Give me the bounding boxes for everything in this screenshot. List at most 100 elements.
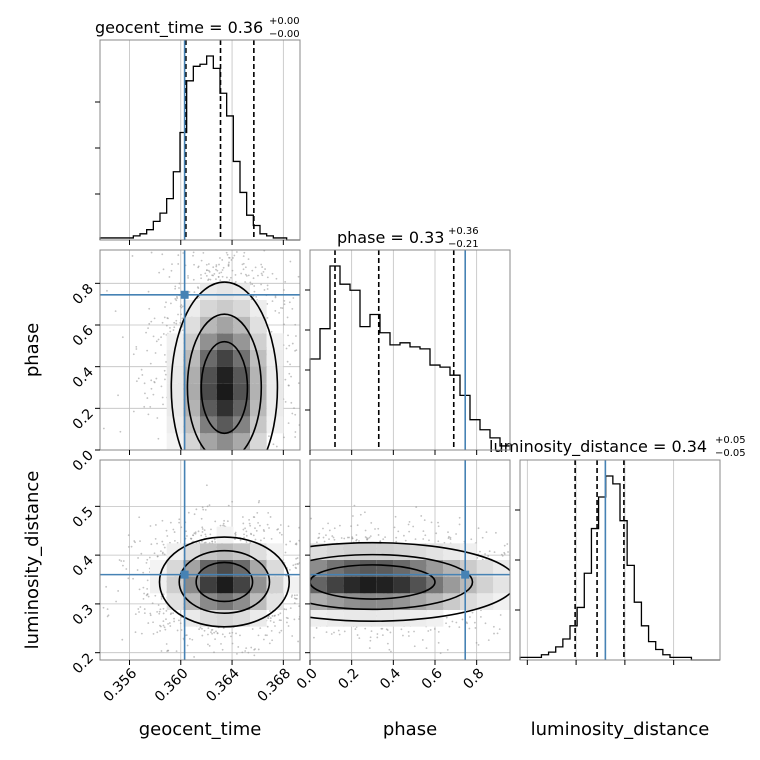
2d-geocent-time-phase-point [185,244,187,246]
2d-geocent-time-luminosity-distance-point [186,644,189,647]
2d-geocent-time-luminosity-distance-point [284,551,287,554]
hist-luminosity-distance-step [519,475,720,661]
2d-geocent-time-luminosity-distance-point [278,619,281,622]
2d-geocent-time-phase-point [291,342,294,345]
2d-geocent-time-luminosity-distance-point [235,632,237,635]
2d-phase-luminosity-distance-point [384,536,387,539]
2d-phase-luminosity-distance-point [381,627,384,630]
2d-phase-luminosity-distance-density-cell [393,576,410,594]
2d-geocent-time-luminosity-distance-density-cell [283,576,300,594]
2d-phase-luminosity-distance-point [358,637,361,640]
2d-geocent-time-luminosity-distance-ytick-label: 0.2 [70,650,97,677]
2d-phase-luminosity-distance-point [425,647,428,650]
2d-geocent-time-luminosity-distance-point [187,511,190,514]
2d-geocent-time-luminosity-distance-point [283,608,286,611]
2d-geocent-time-phase-point [205,263,208,266]
2d-geocent-time-luminosity-distance-point [289,607,292,610]
2d-geocent-time-phase-density-cell [250,300,267,317]
2d-phase-luminosity-distance-density-cell [360,543,377,560]
2d-geocent-time-luminosity-distance-point [201,634,204,637]
2d-geocent-time-luminosity-distance-point [293,618,296,621]
2d-geocent-time-phase-point [207,279,209,282]
2d-geocent-time-phase-density-cell [183,350,200,367]
2d-phase-luminosity-distance-point [369,639,372,642]
2d-geocent-time-phase-point [195,206,197,208]
2d-geocent-time-phase-point [178,287,180,289]
2d-phase-luminosity-distance-point [501,554,504,557]
2d-phase-luminosity-distance-point [424,534,427,537]
2d-phase-luminosity-distance-point [521,617,523,619]
2d-geocent-time-phase-point [143,382,146,385]
2d-geocent-time-luminosity-distance-point [296,557,299,559]
2d-geocent-time-phase-point [155,377,158,380]
2d-geocent-time-phase-point [225,244,227,246]
2d-geocent-time-phase-point [286,360,289,363]
2d-geocent-time-luminosity-distance-point [306,561,308,563]
2d-geocent-time-luminosity-distance-point [254,527,256,530]
2d-geocent-time-luminosity-distance-point [137,608,140,610]
2d-geocent-time-luminosity-distance-point [228,632,231,635]
2d-geocent-time-phase-point [337,379,339,381]
2d-geocent-time-phase-point [260,272,263,275]
2d-phase-luminosity-distance-density-cell [343,576,360,594]
2d-geocent-time-phase-point [167,317,169,320]
2d-geocent-time-luminosity-distance-point [106,615,109,618]
2d-phase-luminosity-distance-point [544,578,546,580]
2d-phase-luminosity-distance-point [447,531,449,534]
2d-geocent-time-phase-point [153,380,156,383]
2d-phase-luminosity-distance-point [449,538,452,541]
2d-phase-luminosity-distance-point [524,583,526,585]
2d-phase-luminosity-distance-density-cell [393,543,410,560]
2d-geocent-time-luminosity-distance-point [170,612,173,615]
2d-geocent-time-phase-density-cell [200,416,217,434]
2d-geocent-time-luminosity-distance-point [160,597,163,600]
2d-phase-luminosity-distance-density-cell [443,543,460,560]
2d-geocent-time-luminosity-distance-point [266,634,268,637]
2d-geocent-time-luminosity-distance-point [266,523,269,526]
2d-phase-luminosity-distance-point [382,538,385,541]
2d-geocent-time-phase-point [271,300,274,303]
2d-geocent-time-phase-density-cell [233,316,250,334]
2d-geocent-time-luminosity-distance-point [254,538,257,541]
2d-geocent-time-phase-point [259,245,261,247]
2d-geocent-time-luminosity-distance-density-cell [233,543,250,560]
2d-geocent-time-luminosity-distance-point [256,511,259,514]
2d-geocent-time-luminosity-distance-point [192,534,195,537]
2d-phase-luminosity-distance-point [458,516,461,519]
hist-luminosity-distance-grid [526,460,675,660]
2d-geocent-time-phase-point [154,231,156,233]
2d-geocent-time-phase-point [222,266,225,269]
2d-geocent-time-phase-density-cell [183,416,200,434]
title-luminosity-distance-plus: +0.05 [715,435,746,446]
2d-geocent-time-luminosity-distance-point [173,531,176,533]
2d-geocent-time-phase-point [148,322,151,325]
2d-geocent-time-luminosity-distance-point [117,590,120,592]
2d-geocent-time-luminosity-distance-point [201,528,204,530]
2d-geocent-time-luminosity-distance-point [173,620,176,623]
2d-geocent-time-phase-density-cell [200,433,217,450]
2d-phase-luminosity-distance-point [437,525,440,528]
2d-geocent-time-luminosity-distance-point [162,543,165,546]
2d-geocent-time-luminosity-distance-point [156,631,159,634]
2d-phase-luminosity-distance-point [429,629,432,631]
2d-geocent-time-phase-point [291,307,294,310]
2d-geocent-time-phase-point [205,274,208,277]
title-phase: phase = 0.33 [337,228,444,247]
2d-phase-luminosity-distance-point [377,527,380,530]
2d-geocent-time-luminosity-distance-point [169,541,171,544]
2d-phase-luminosity-distance-point [485,531,488,534]
2d-geocent-time-phase-point [275,277,278,280]
2d-geocent-time-phase-point [229,245,231,247]
2d-phase-luminosity-distance-point [338,633,341,636]
2d-geocent-time-phase-point [306,353,308,355]
2d-geocent-time-phase-point [284,400,287,403]
2d-geocent-time-phase-point [242,268,245,271]
2d-geocent-time-luminosity-distance-point [186,535,188,537]
2d-geocent-time-luminosity-distance-point [252,516,255,518]
2d-geocent-time-phase-density-cell [183,333,200,350]
2d-phase-luminosity-distance-point [368,536,371,539]
2d-geocent-time-luminosity-distance-point [248,518,251,521]
2d-geocent-time-phase-point [226,253,229,256]
2d-geocent-time-luminosity-distance-point [180,526,183,529]
2d-phase-luminosity-distance-density-cell [410,543,427,560]
